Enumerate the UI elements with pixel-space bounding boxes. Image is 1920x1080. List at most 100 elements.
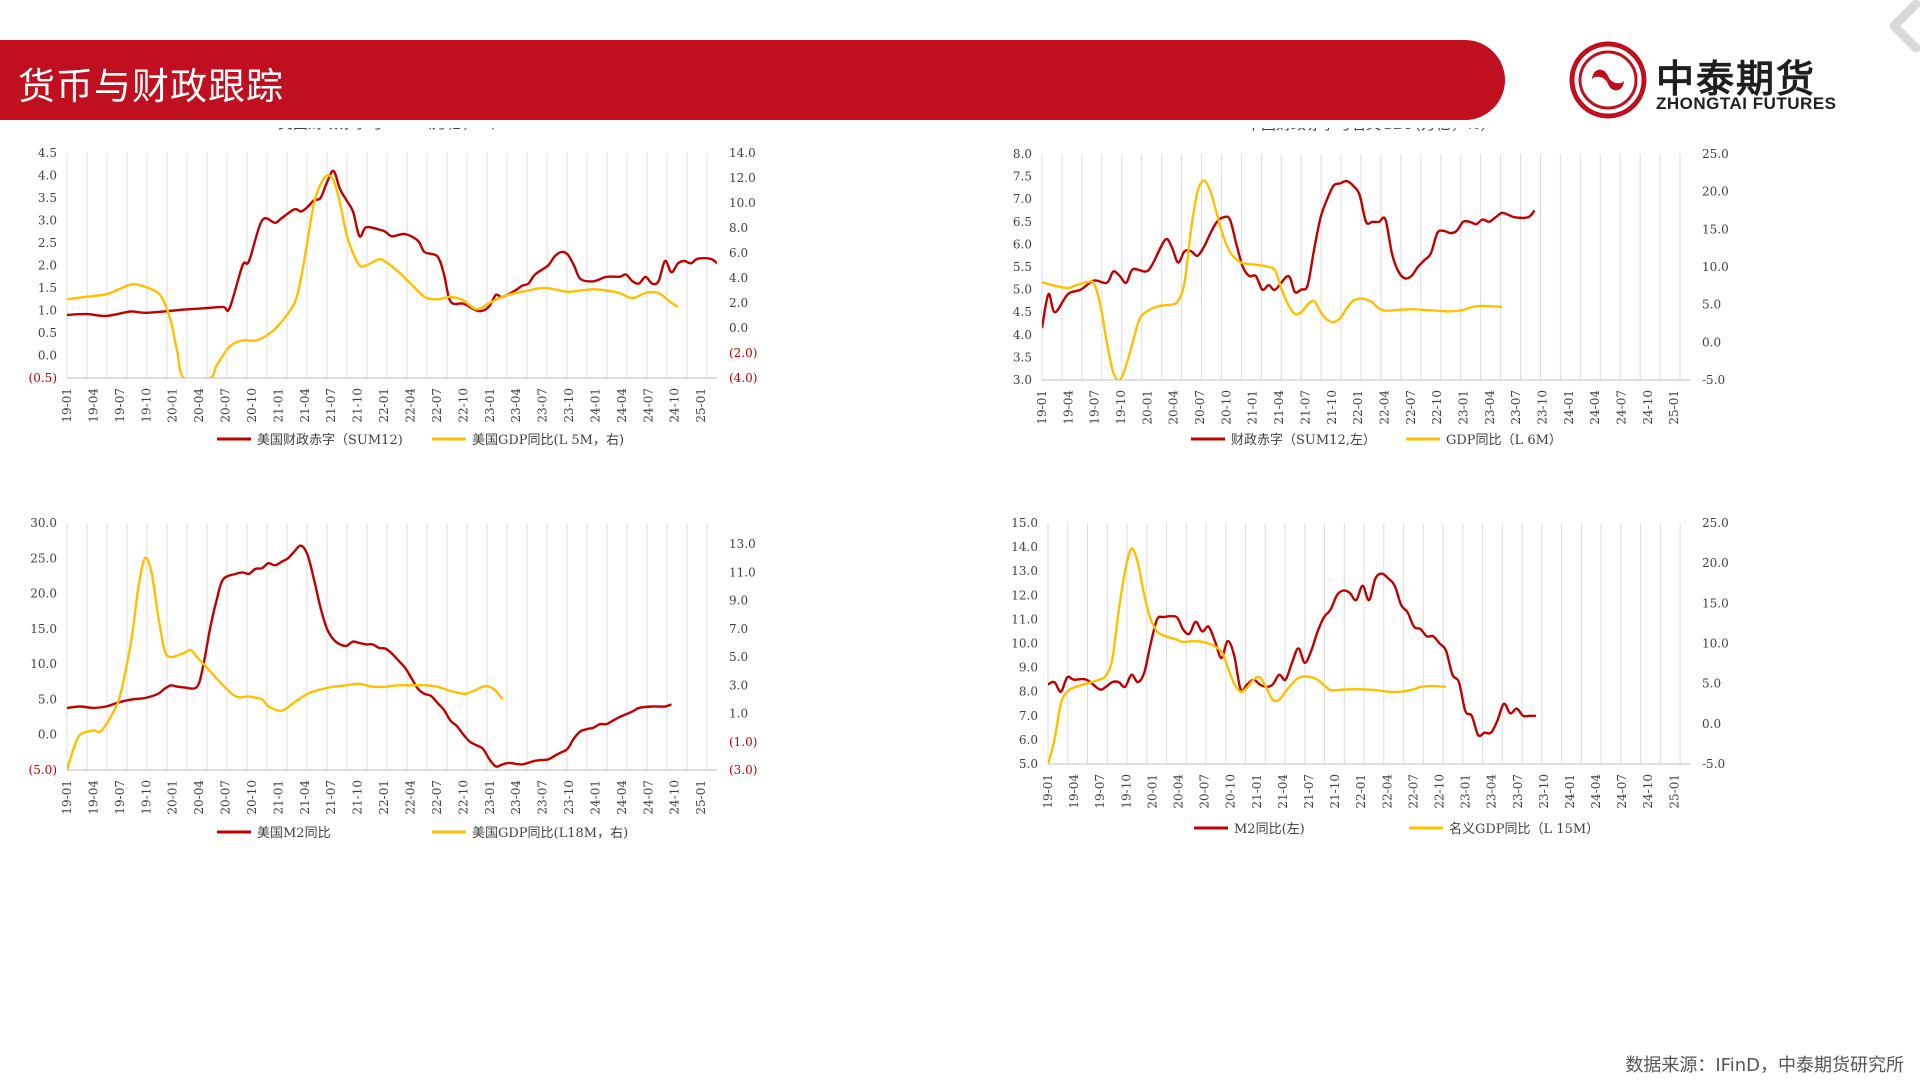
y-right-tick-label: 0.0 bbox=[729, 321, 748, 335]
x-tick-label: 22-07 bbox=[430, 388, 444, 423]
x-tick-label: 22-01 bbox=[1354, 774, 1368, 809]
y-left-tick-label: 0.0 bbox=[38, 349, 57, 363]
y-right-tick-label: 12.0 bbox=[729, 171, 756, 185]
series-line-yellow bbox=[67, 174, 679, 378]
legend-label: 美国M2同比 bbox=[257, 826, 331, 841]
y-left-tick-label: 11.0 bbox=[1011, 612, 1038, 626]
y-right-tick-label: 2.0 bbox=[729, 296, 748, 310]
legend-label: M2同比(左) bbox=[1234, 822, 1305, 837]
x-tick-label: 19-10 bbox=[1114, 390, 1128, 425]
x-tick-label: 23-10 bbox=[1537, 774, 1551, 809]
x-tick-label: 21-01 bbox=[1250, 774, 1264, 809]
x-tick-label: 25-01 bbox=[694, 388, 708, 423]
y-right-tick-label: (4.0) bbox=[729, 371, 757, 385]
x-tick-label: 20-01 bbox=[1140, 390, 1154, 425]
y-left-tick-label: 30.0 bbox=[30, 516, 57, 530]
x-tick-label: 22-04 bbox=[403, 388, 417, 423]
y-left-tick-label: 2.5 bbox=[38, 236, 57, 250]
x-tick-label: 19-04 bbox=[86, 388, 100, 423]
y-left-tick-label: 3.0 bbox=[1013, 373, 1032, 387]
x-tick-label: 20-01 bbox=[166, 780, 180, 815]
x-tick-label: 22-10 bbox=[456, 780, 470, 815]
x-tick-label: 19-07 bbox=[1088, 390, 1102, 425]
y-left-tick-label: 5.5 bbox=[1013, 260, 1032, 274]
chart-cn-m2-gdp: 中国M2与GDP(%) 5.0 6.0 7.0 8.0 9.0 10.0 11.0 12.0 13… bbox=[1011, 501, 1729, 837]
x-tick-label: 24-10 bbox=[668, 780, 682, 815]
x-tick-label: 22-10 bbox=[1430, 390, 1444, 425]
y-left-tick-label: 2.0 bbox=[38, 259, 57, 273]
x-tick-label: 21-04 bbox=[298, 780, 312, 815]
x-tick-label: 24-04 bbox=[1588, 390, 1602, 425]
x-tick-label: 22-01 bbox=[1351, 390, 1365, 425]
legend-label: 美国财政赤字（SUM12) bbox=[257, 433, 403, 448]
x-tick-label: 24-01 bbox=[1562, 390, 1576, 425]
x-tick-label: 24-07 bbox=[1615, 774, 1629, 809]
x-tick-label: 21-10 bbox=[351, 388, 365, 423]
x-tick-label: 19-10 bbox=[139, 780, 153, 815]
x-tick-label: 24-07 bbox=[641, 388, 655, 423]
y-left-tick-label: 7.5 bbox=[1013, 170, 1032, 184]
x-tick-label: 22-01 bbox=[377, 780, 391, 815]
y-left-tick-label: 5.0 bbox=[38, 692, 57, 706]
x-tick-label: 22-04 bbox=[1377, 390, 1391, 425]
header-band bbox=[0, 40, 1505, 120]
y-left-tick-label: 10.0 bbox=[1011, 637, 1038, 651]
series-line-red bbox=[67, 544, 672, 768]
y-left-tick-label: 3.5 bbox=[1013, 350, 1032, 364]
x-tick-label: 24-01 bbox=[1563, 774, 1577, 809]
x-tick-label: 19-04 bbox=[1061, 390, 1075, 425]
x-tick-label: 23-04 bbox=[509, 780, 523, 815]
x-tick-label: 21-01 bbox=[271, 780, 285, 815]
y-right-tick-label: 10.0 bbox=[1702, 637, 1729, 651]
legend-label: 名义GDP同比（L 15M） bbox=[1449, 821, 1599, 837]
x-tick-label: 19-01 bbox=[60, 388, 74, 423]
x-tick-label: 20-01 bbox=[1145, 774, 1159, 809]
x-tick-label: 21-04 bbox=[1272, 390, 1286, 425]
x-tick-label: 20-04 bbox=[1167, 390, 1181, 425]
y-left-tick-label: 1.0 bbox=[38, 304, 57, 318]
y-left-tick-label: (0.5) bbox=[29, 371, 57, 385]
y-right-tick-label: 4.0 bbox=[729, 271, 748, 285]
x-tick-label: 23-01 bbox=[1459, 774, 1473, 809]
x-tick-label: 22-07 bbox=[430, 780, 444, 815]
x-tick-label: 21-01 bbox=[271, 388, 285, 423]
series-line-red bbox=[67, 169, 717, 318]
x-tick-label: 23-01 bbox=[483, 388, 497, 423]
x-tick-label: 19-07 bbox=[113, 388, 127, 423]
chart-title: 美国财政赤字与GDP（万亿，%） bbox=[278, 128, 506, 132]
y-left-tick-label: (5.0) bbox=[29, 763, 57, 777]
x-tick-label: 19-10 bbox=[139, 388, 153, 423]
x-tick-label: 22-10 bbox=[1432, 774, 1446, 809]
x-tick-label: 24-01 bbox=[588, 780, 602, 815]
x-tick-label: 19-01 bbox=[1035, 390, 1049, 425]
y-left-tick-label: 9.0 bbox=[1019, 661, 1038, 675]
y-right-tick-label: 0.0 bbox=[1702, 335, 1721, 349]
y-right-tick-label: 20.0 bbox=[1702, 185, 1729, 199]
x-tick-label: 25-01 bbox=[694, 780, 708, 815]
x-tick-label: 24-04 bbox=[1589, 774, 1603, 809]
x-tick-label: 21-10 bbox=[1328, 774, 1342, 809]
y-right-tick-label: 14.0 bbox=[729, 146, 756, 160]
corner-chevron-icon bbox=[1889, 0, 1920, 53]
x-tick-label: 20-07 bbox=[1198, 774, 1212, 809]
x-tick-label: 20-10 bbox=[1219, 390, 1233, 425]
legend-label: 美国GDP同比(L18M，右) bbox=[472, 826, 628, 841]
x-tick-label: 23-10 bbox=[1535, 390, 1549, 425]
x-tick-label: 24-10 bbox=[668, 388, 682, 423]
chart-us-m2-gdp: 美国M2同比与GDP（%） (5.0) 0.0 5.0 10.0 15.0 20.0 25.0… bbox=[29, 501, 758, 841]
y-left-tick-label: 25.0 bbox=[30, 551, 57, 565]
x-tick-label: 23-01 bbox=[483, 780, 497, 815]
y-left-tick-label: 1.5 bbox=[38, 281, 57, 295]
x-tick-label: 22-07 bbox=[1404, 390, 1418, 425]
x-tick-label: 24-04 bbox=[615, 388, 629, 423]
y-left-tick-label: 0.0 bbox=[38, 728, 57, 742]
x-tick-label: 23-10 bbox=[562, 388, 576, 423]
x-tick-label: 19-07 bbox=[113, 780, 127, 815]
y-left-tick-label: 4.0 bbox=[38, 169, 57, 183]
x-tick-label: 22-01 bbox=[377, 388, 391, 423]
x-tick-label: 21-01 bbox=[1246, 390, 1260, 425]
y-right-tick-label: -5.0 bbox=[1702, 757, 1725, 771]
series-line-red bbox=[1048, 572, 1536, 738]
series-line-yellow bbox=[67, 556, 504, 770]
y-right-tick-label: 15.0 bbox=[1702, 596, 1729, 610]
